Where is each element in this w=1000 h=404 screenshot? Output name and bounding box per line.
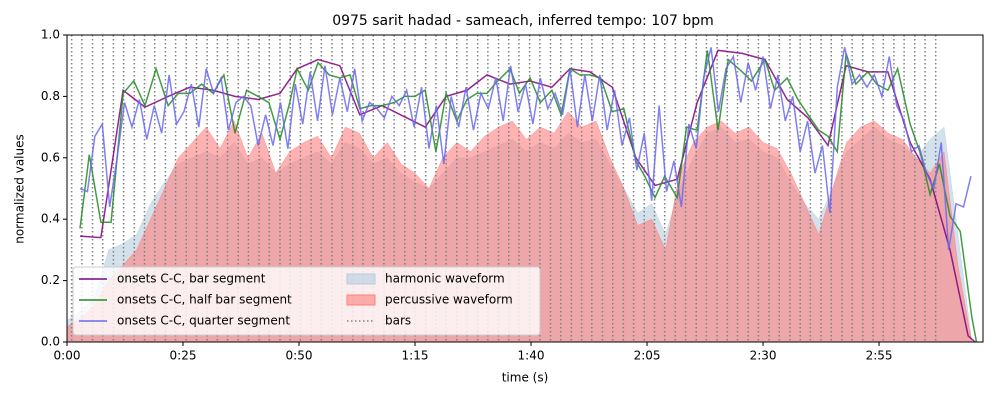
legend-label: onsets C-C, bar segment	[117, 272, 266, 286]
x-tick-label: 1:40	[518, 349, 545, 363]
legend: onsets C-C, bar segment onsets C-C, half …	[72, 266, 541, 336]
axes-frame	[66, 34, 984, 343]
x-tick-label: 2:30	[750, 349, 777, 363]
x-tick-label: 2:55	[866, 349, 893, 363]
legend-label: bars	[385, 314, 411, 328]
x-tick-label: 0:25	[170, 349, 197, 363]
x-tick-label: 2:05	[634, 349, 661, 363]
y-tick-label: 0.8	[41, 89, 60, 103]
legend-label: onsets C-C, half bar segment	[117, 293, 292, 307]
legend-swatch	[346, 273, 376, 285]
y-tick-label: 0.0	[41, 335, 60, 349]
legend-swatch	[346, 294, 376, 306]
x-tick-label: 0:00	[54, 349, 81, 363]
y-axis-label: normalized values	[13, 134, 27, 244]
x-tick-label: 0:50	[286, 349, 313, 363]
legend-label: harmonic waveform	[385, 272, 505, 286]
series-line	[79, 47, 972, 251]
chart-title: 0975 sarit hadad - sameach, inferred tem…	[332, 13, 714, 29]
y-tick-label: 1.0	[41, 28, 60, 42]
y-tick-label: 0.2	[41, 273, 60, 287]
series-line	[79, 50, 978, 343]
series-line	[79, 49, 976, 343]
legend-label: percussive waveform	[385, 293, 513, 307]
y-tick-label: 0.4	[41, 212, 60, 226]
y-tick-label: 0.6	[41, 150, 60, 164]
x-tick-label: 1:15	[402, 349, 429, 363]
legend-frame	[72, 266, 541, 336]
legend-label: onsets C-C, quarter segment	[117, 314, 290, 328]
x-axis-label: time (s)	[502, 371, 549, 385]
